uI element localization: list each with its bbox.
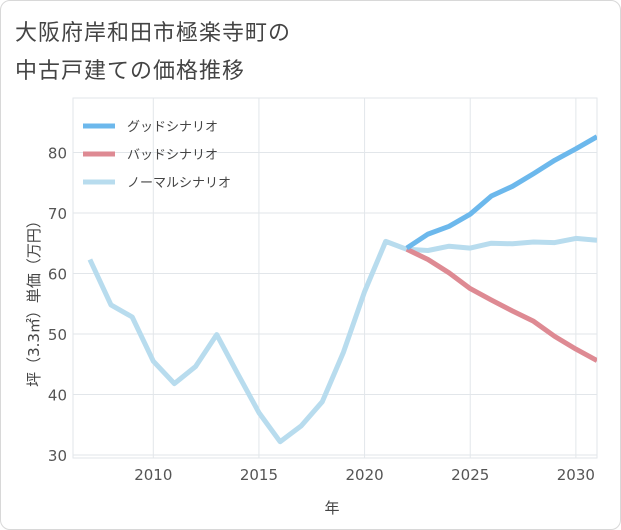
x-tick-label-2010: 2010 bbox=[134, 466, 172, 484]
series-line-0 bbox=[405, 134, 597, 251]
chart-title: 大阪府岸和田市極楽寺町の 中古戸建ての価格推移 bbox=[15, 15, 291, 91]
x-axis-ticks: 2010 2015 2020 2025 2030 bbox=[134, 466, 595, 484]
y-axis-ticks: 30 40 50 60 70 80 bbox=[48, 144, 67, 465]
series-line-2 bbox=[87, 235, 597, 445]
x-tick-label-2025: 2025 bbox=[451, 466, 489, 484]
y-tick-label-30: 30 bbox=[48, 447, 67, 465]
x-tick-label-2030: 2030 bbox=[557, 466, 595, 484]
legend-label-2: ノーマルシナリオ bbox=[127, 176, 231, 191]
legend-label-0: グッドシナリオ bbox=[127, 120, 218, 135]
y-tick-label-60: 60 bbox=[48, 265, 67, 283]
legend-label-1: バッドシナリオ bbox=[127, 148, 218, 163]
y-axis-label: 坪（3.3㎡）単価（万円） bbox=[25, 213, 43, 387]
y-tick-label-80: 80 bbox=[48, 144, 67, 162]
y-tick-label-50: 50 bbox=[48, 326, 67, 344]
y-tick-label-70: 70 bbox=[48, 205, 67, 223]
series-line-1 bbox=[405, 247, 597, 363]
chart-title-line-1: 大阪府岸和田市極楽寺町の bbox=[15, 21, 292, 46]
x-tick-label-2020: 2020 bbox=[345, 466, 383, 484]
grid bbox=[73, 98, 597, 458]
series-group bbox=[87, 134, 597, 445]
plot-area-frame bbox=[72, 97, 598, 459]
x-axis-label: 年 bbox=[324, 499, 339, 517]
y-tick-label-40: 40 bbox=[48, 386, 67, 404]
x-tick-label-2015: 2015 bbox=[240, 466, 278, 484]
chart-title-line-2: 中古戸建ての価格推移 bbox=[15, 59, 246, 84]
